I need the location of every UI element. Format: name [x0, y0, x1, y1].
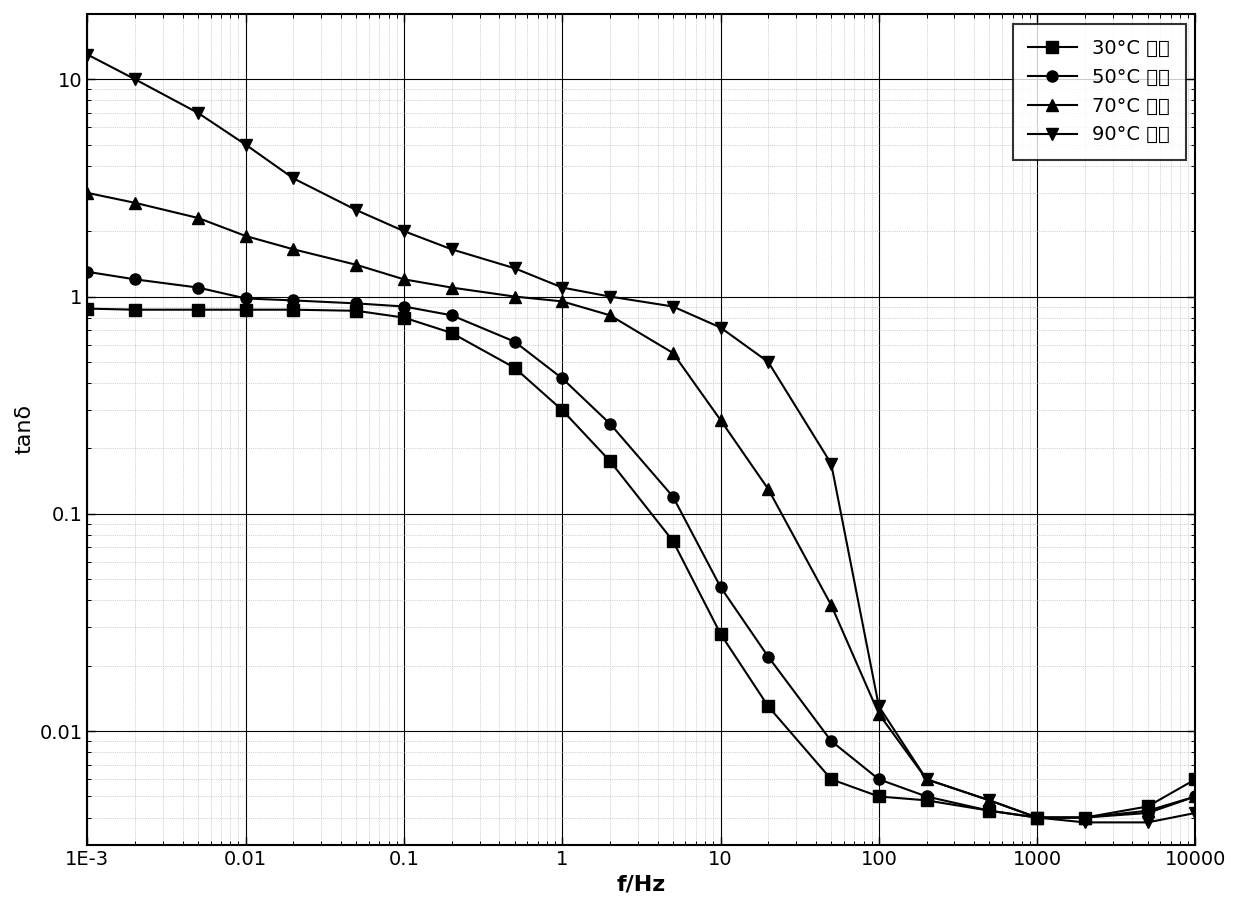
- 50°C 测试: [286, 295, 301, 306]
- 90°C 测试: [1188, 807, 1203, 818]
- 70°C 测试: [713, 415, 728, 426]
- 50°C 测试: [1188, 791, 1203, 802]
- 90°C 测试: [554, 282, 569, 293]
- 70°C 测试: [1078, 812, 1092, 823]
- 50°C 测试: [397, 301, 412, 312]
- 30°C 测试: [348, 305, 363, 316]
- 90°C 测试: [919, 774, 934, 785]
- 90°C 测试: [761, 357, 776, 368]
- Line: 50°C 测试: 50°C 测试: [82, 266, 1202, 824]
- 30°C 测试: [507, 362, 522, 373]
- 30°C 测试: [444, 328, 459, 339]
- 70°C 测试: [348, 260, 363, 271]
- 70°C 测试: [238, 231, 253, 242]
- 30°C 测试: [238, 304, 253, 315]
- 70°C 测试: [191, 212, 206, 223]
- 30°C 测试: [666, 536, 681, 547]
- Line: 90°C 测试: 90°C 测试: [82, 49, 1202, 828]
- 90°C 测试: [872, 701, 887, 712]
- 30°C 测试: [554, 405, 569, 416]
- 50°C 测试: [1029, 812, 1044, 823]
- 90°C 测试: [1078, 817, 1092, 828]
- 50°C 测试: [603, 419, 618, 429]
- 30°C 测试: [128, 304, 143, 315]
- 50°C 测试: [507, 336, 522, 347]
- 90°C 测试: [128, 74, 143, 84]
- 70°C 测试: [286, 244, 301, 255]
- Legend: 30°C 测试, 50°C 测试, 70°C 测试, 90°C 测试: 30°C 测试, 50°C 测试, 70°C 测试, 90°C 测试: [1013, 24, 1185, 160]
- 30°C 测试: [1078, 812, 1092, 823]
- 50°C 测试: [666, 491, 681, 502]
- 30°C 测试: [1141, 801, 1156, 812]
- 70°C 测试: [128, 197, 143, 208]
- 90°C 测试: [666, 301, 681, 312]
- 30°C 测试: [81, 303, 95, 314]
- 70°C 测试: [554, 296, 569, 307]
- 30°C 测试: [713, 628, 728, 639]
- 70°C 测试: [982, 794, 997, 805]
- 30°C 测试: [191, 304, 206, 315]
- 90°C 测试: [982, 794, 997, 805]
- 50°C 测试: [238, 293, 253, 304]
- 70°C 测试: [666, 348, 681, 359]
- 50°C 测试: [872, 774, 887, 785]
- 90°C 测试: [1029, 812, 1044, 823]
- 90°C 测试: [713, 322, 728, 333]
- 90°C 测试: [444, 244, 459, 255]
- 70°C 测试: [397, 274, 412, 285]
- 70°C 测试: [1141, 805, 1156, 816]
- 90°C 测试: [81, 49, 95, 60]
- 30°C 测试: [823, 774, 838, 785]
- 30°C 测试: [1029, 812, 1044, 823]
- 30°C 测试: [286, 304, 301, 315]
- 50°C 测试: [1078, 812, 1092, 823]
- 70°C 测试: [603, 310, 618, 321]
- 50°C 测试: [761, 651, 776, 662]
- 90°C 测试: [191, 107, 206, 118]
- 30°C 测试: [603, 456, 618, 467]
- 50°C 测试: [919, 791, 934, 802]
- 70°C 测试: [507, 291, 522, 302]
- 70°C 测试: [761, 484, 776, 495]
- 70°C 测试: [1188, 791, 1203, 802]
- 70°C 测试: [1029, 812, 1044, 823]
- 30°C 测试: [1188, 774, 1203, 785]
- 90°C 测试: [397, 226, 412, 237]
- 90°C 测试: [507, 262, 522, 273]
- 70°C 测试: [81, 187, 95, 198]
- 90°C 测试: [286, 173, 301, 183]
- 90°C 测试: [348, 204, 363, 215]
- 50°C 测试: [554, 373, 569, 384]
- 30°C 测试: [872, 791, 887, 802]
- 50°C 测试: [823, 735, 838, 746]
- 30°C 测试: [919, 794, 934, 805]
- 70°C 测试: [919, 774, 934, 785]
- 50°C 测试: [713, 582, 728, 593]
- 90°C 测试: [238, 139, 253, 150]
- 30°C 测试: [761, 701, 776, 712]
- 90°C 测试: [823, 459, 838, 469]
- 30°C 测试: [982, 805, 997, 816]
- Line: 70°C 测试: 70°C 测试: [82, 187, 1202, 824]
- 50°C 测试: [81, 266, 95, 277]
- 50°C 测试: [1141, 807, 1156, 818]
- Line: 30°C 测试: 30°C 测试: [82, 303, 1202, 824]
- 50°C 测试: [128, 274, 143, 285]
- 70°C 测试: [444, 282, 459, 293]
- X-axis label: f/Hz: f/Hz: [616, 874, 666, 894]
- 30°C 测试: [397, 312, 412, 323]
- 50°C 测试: [982, 805, 997, 816]
- 50°C 测试: [348, 298, 363, 309]
- 50°C 测试: [191, 282, 206, 293]
- 70°C 测试: [872, 708, 887, 719]
- 50°C 测试: [444, 310, 459, 321]
- 90°C 测试: [1141, 817, 1156, 828]
- 70°C 测试: [823, 599, 838, 610]
- 90°C 测试: [603, 291, 618, 302]
- Y-axis label: tanδ: tanδ: [14, 404, 33, 454]
